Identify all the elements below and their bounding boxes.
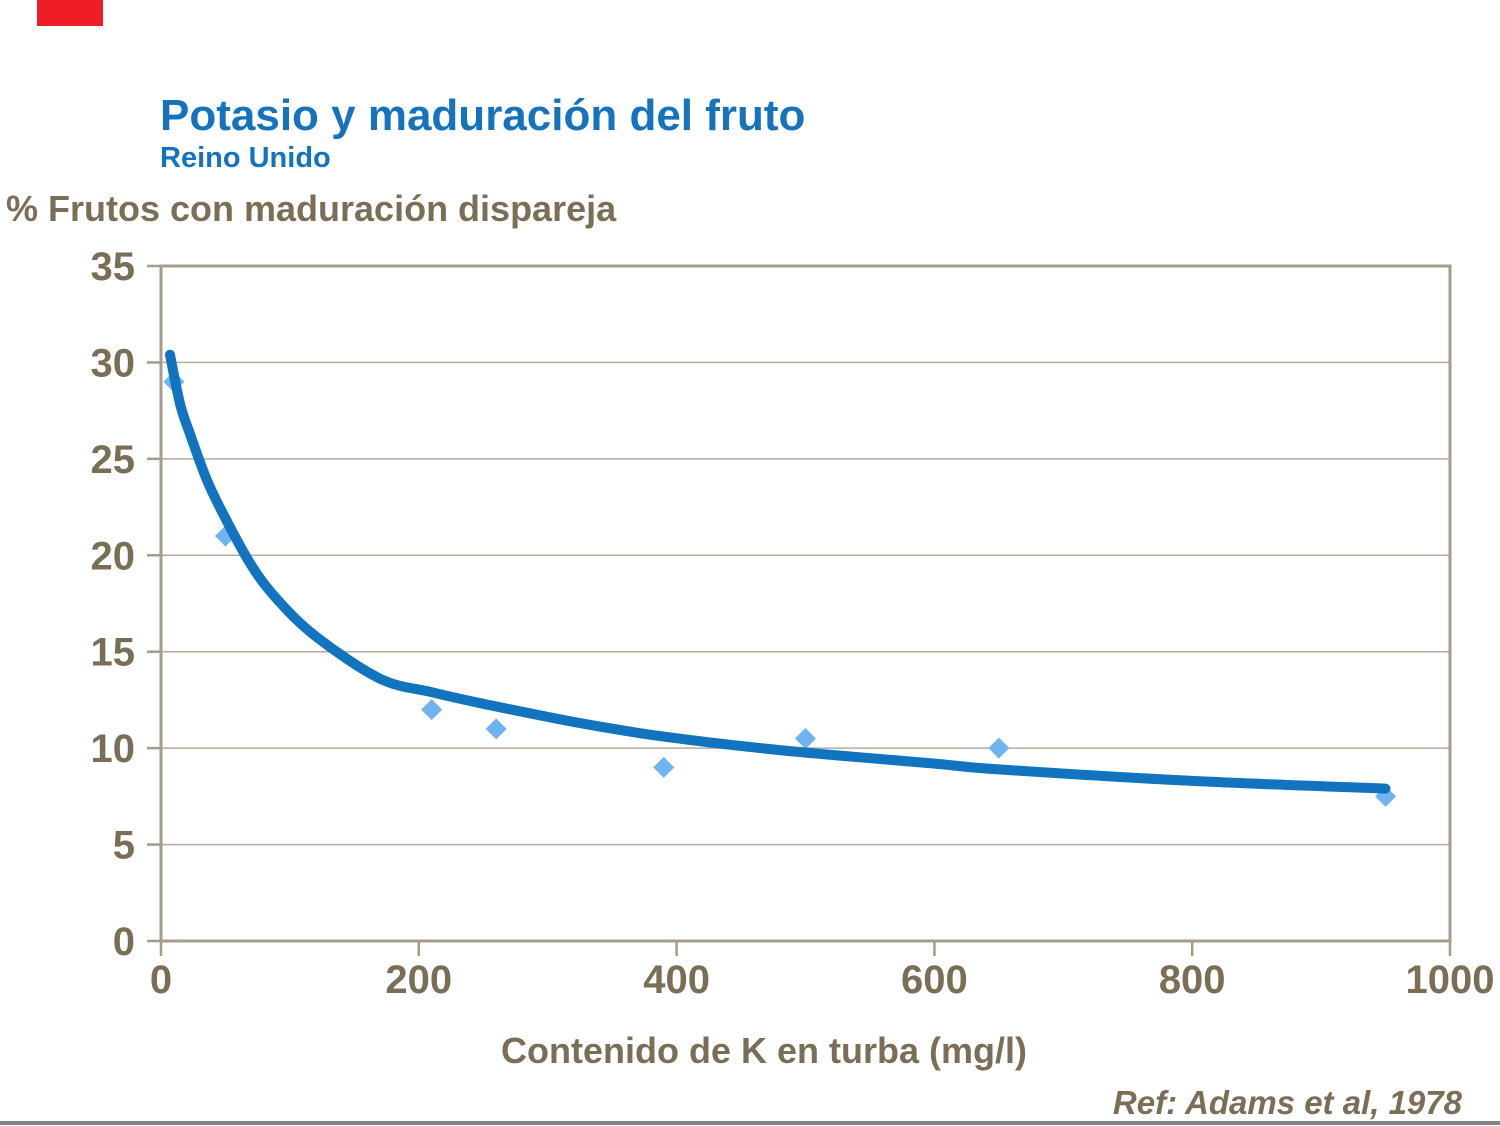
reference-text: Ref: Adams et al, 1978 [1112, 1084, 1462, 1121]
page-title: Potasio y maduración del fruto [160, 91, 806, 141]
data-point [795, 728, 816, 749]
y-axis-tick-label: 20 [91, 534, 136, 578]
data-point [988, 737, 1010, 759]
data-point [485, 718, 507, 740]
data-point [653, 756, 675, 778]
x-axis-title: Contenido de K en turba (mg/l) [501, 1030, 1027, 1071]
page-subtitle: Reino Unido [160, 142, 331, 175]
x-axis-tick-label: 0 [150, 958, 172, 1002]
x-axis-tick-label: 1000 [1406, 958, 1495, 1002]
trend-line [165, 349, 1391, 794]
y-axis-tick-label: 35 [91, 245, 136, 289]
x-axis-tick-label: 200 [385, 958, 452, 1002]
red-accent-box [37, 0, 103, 26]
y-axis-tick-label: 25 [91, 438, 136, 482]
bottom-divider-bar [0, 1121, 1500, 1125]
plot-border [159, 264, 1452, 943]
x-axis-tick-label: 400 [643, 958, 710, 1002]
x-axis-tick-label: 600 [901, 958, 968, 1002]
data-point [421, 699, 443, 721]
y-axis-tick-label: 5 [113, 824, 135, 868]
y-axis-tick-label: 15 [91, 631, 136, 675]
y-axis-title: % Frutos con maduración dispareja [6, 188, 617, 229]
x-axis-tick-label: 800 [1159, 958, 1226, 1002]
y-axis-tick-label: 0 [113, 920, 135, 964]
y-axis-tick-label: 10 [91, 727, 136, 771]
y-axis-tick-label: 30 [91, 341, 136, 385]
